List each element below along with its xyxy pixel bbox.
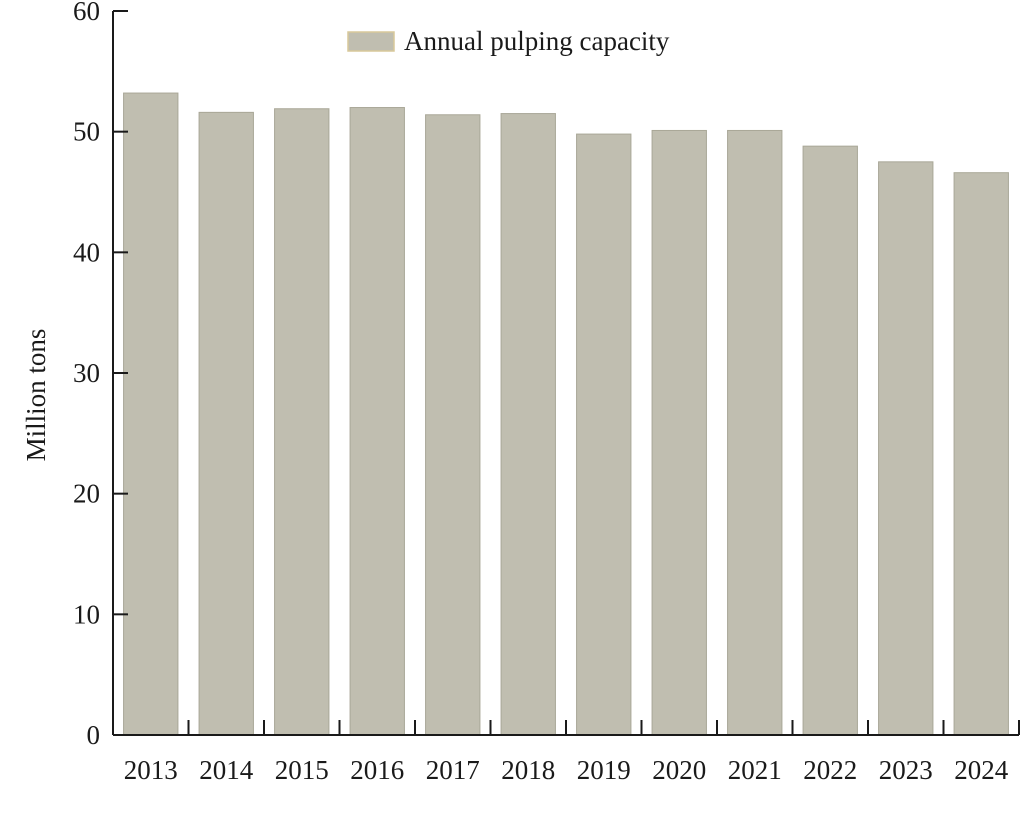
x-tick-label-2016: 2016 [350, 755, 404, 785]
x-tick-label-2023: 2023 [879, 755, 933, 785]
y-tick-label-20: 20 [73, 479, 100, 509]
bar-2018 [500, 113, 556, 736]
axes-layer [112, 10, 1020, 736]
x-tick-label-2022: 2022 [803, 755, 857, 785]
bar-2024 [953, 172, 1009, 736]
x-tick-label-2019: 2019 [577, 755, 631, 785]
x-tick-label-2014: 2014 [199, 755, 254, 785]
y-axis-title: Million tons [21, 329, 51, 462]
x-tick-label-2020: 2020 [652, 755, 706, 785]
bar-2015 [274, 108, 330, 736]
bar-2023 [878, 161, 934, 736]
bar-2019 [576, 133, 632, 736]
y-tick-label-30: 30 [73, 358, 100, 388]
bars-layer [123, 92, 1009, 736]
legend: Annual pulping capacity [347, 26, 670, 56]
bar-2020 [651, 129, 707, 736]
bar-2016 [349, 107, 405, 736]
bar-2021 [727, 129, 783, 736]
x-tick-label-2018: 2018 [501, 755, 555, 785]
x-tick-label-2015: 2015 [275, 755, 329, 785]
bar-2013 [123, 92, 179, 736]
legend-label: Annual pulping capacity [404, 26, 670, 56]
bar-2014 [198, 111, 254, 736]
bar-2022 [802, 145, 858, 736]
y-tick-label-10: 10 [73, 599, 100, 629]
x-tick-label-2013: 2013 [124, 755, 178, 785]
y-tick-label-50: 50 [73, 117, 100, 147]
y-tick-label-0: 0 [87, 720, 101, 750]
labels-layer: 0 10 20 30 40 50 60 2013 2014 2015 2016 2017 2018 201… [73, 0, 1009, 785]
x-tick-label-2021: 2021 [728, 755, 782, 785]
x-tick-label-2017: 2017 [426, 755, 480, 785]
bar-2017 [425, 114, 481, 736]
x-tick-label-2024: 2024 [954, 755, 1009, 785]
legend-swatch [347, 31, 395, 52]
y-tick-label-60: 60 [73, 0, 100, 26]
y-tick-label-40: 40 [73, 237, 100, 267]
